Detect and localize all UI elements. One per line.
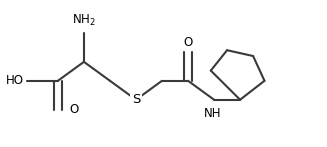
Text: NH: NH [204,107,221,120]
Text: O: O [183,36,193,49]
Text: O: O [69,103,78,116]
Text: HO: HO [6,74,24,87]
Text: S: S [132,93,140,106]
Text: NH$_2$: NH$_2$ [72,13,96,28]
